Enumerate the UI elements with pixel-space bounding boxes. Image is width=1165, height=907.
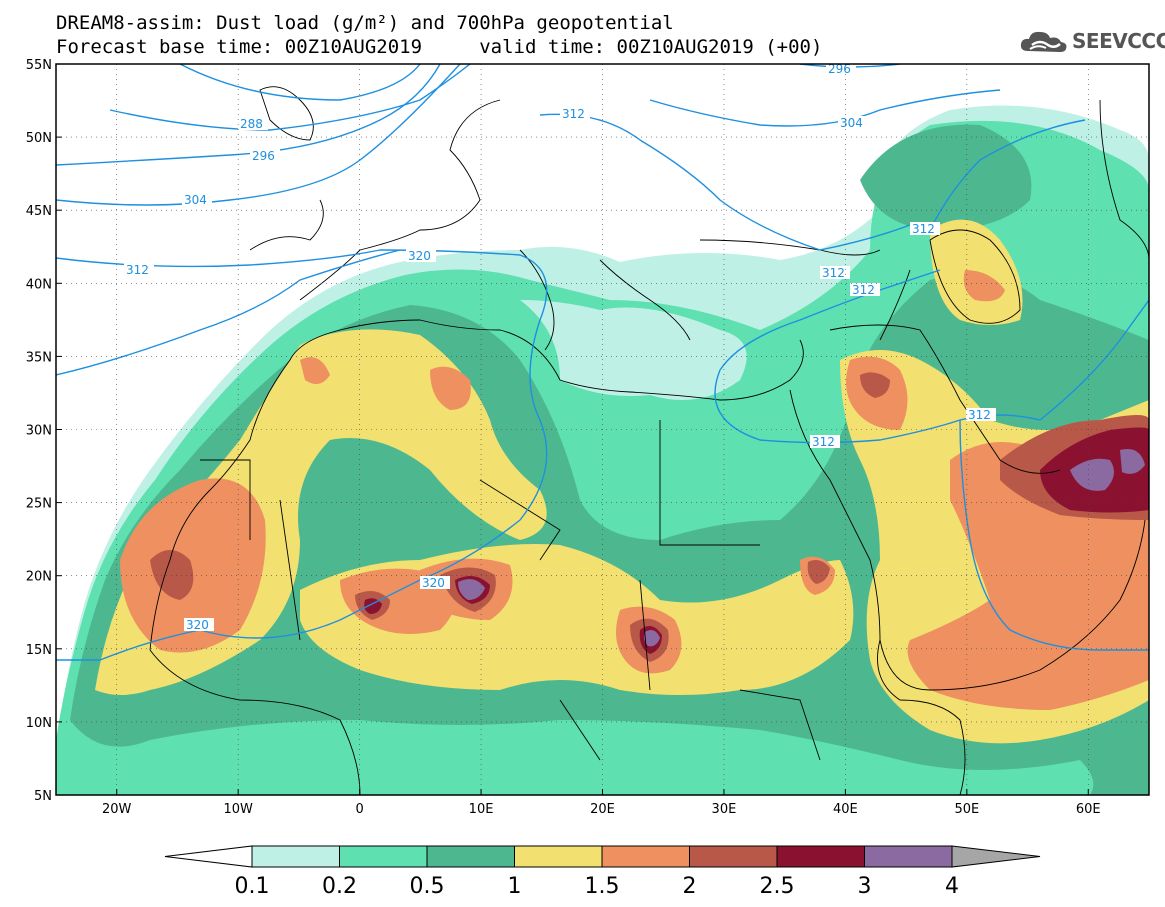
colorbar-arrow-high: [951, 845, 1041, 868]
colorbar-box: [864, 845, 953, 868]
map-subtitle: Forecast base time: 00Z10AUG2019 valid t…: [56, 36, 823, 58]
lat-tick-label: 45N: [26, 204, 52, 219]
colorbar-box: [776, 845, 865, 868]
lon-tick-label: 30E: [712, 802, 737, 817]
lon-tick-label: 20W: [102, 802, 132, 817]
cloud-logo-icon: [1020, 31, 1067, 52]
contour-label: 312: [852, 283, 875, 297]
contour-label: 312: [968, 408, 991, 422]
contour-label: 296: [828, 62, 851, 76]
colorbar-box: [689, 845, 778, 868]
lat-tick-label: 15N: [26, 643, 52, 658]
colorbar-label: 3: [858, 874, 872, 899]
lon-tick-label: 20E: [590, 802, 615, 817]
coastlines: [149, 86, 1149, 795]
contour-label: 320: [422, 576, 445, 590]
colorbar-box: [251, 845, 340, 868]
graticule: [56, 64, 1149, 795]
colorbar-arrow-low: [164, 845, 253, 868]
lat-tick-label: 30N: [26, 424, 52, 439]
contour-label: 288: [240, 117, 263, 131]
colorbar: [164, 845, 1041, 868]
contour-label: 320: [186, 618, 209, 632]
lon-tick-label: 0: [355, 802, 363, 817]
colorbar-labels: 0.1 0.2 0.5 1 1.5 2 2.5 3 4: [235, 874, 960, 899]
colorbar-label: 0.2: [322, 874, 357, 899]
seevccc-logo: SEEVCCC: [1018, 27, 1165, 57]
contour-label: 312: [562, 107, 585, 121]
contour-label: 312: [822, 266, 845, 280]
colorbar-label: 1.5: [585, 874, 620, 899]
colorbar-label: 1: [508, 874, 522, 899]
contour-label: 320: [408, 249, 431, 263]
colorbar-label: 2.5: [760, 874, 795, 899]
lon-tick-label: 40E: [833, 802, 858, 817]
lat-tick-label: 25N: [26, 497, 52, 512]
contour-label: 312: [912, 222, 935, 236]
colorbar-label: 2: [683, 874, 697, 899]
lon-tick-label: 10W: [223, 802, 253, 817]
contour-label: 312: [812, 435, 835, 449]
colorbar-label: 4: [945, 874, 959, 899]
lat-tick-label: 40N: [26, 277, 52, 292]
contour-labels: 296 288 296 304 312 320 312 304 312 312 …: [124, 62, 996, 632]
lon-tick-label: 10E: [469, 802, 494, 817]
lat-tick-label: 10N: [26, 716, 52, 731]
colorbar-label: 0.1: [235, 874, 270, 899]
colorbar-box: [514, 845, 603, 868]
lon-tick-label: 50E: [954, 802, 979, 817]
contour-label: 304: [184, 193, 207, 207]
lon-tick-label: 60E: [1076, 802, 1101, 817]
lat-tick-label: 20N: [26, 570, 52, 585]
lat-tick-label: 35N: [26, 350, 52, 365]
longitude-ticks: 20W 10W 0 10E 20E 30E 40E 50E 60E: [102, 789, 1101, 817]
contour-label: 312: [126, 263, 149, 277]
contour-label: 296: [252, 149, 275, 163]
geopotential-contours: [56, 64, 1149, 661]
colorbar-label: 0.5: [410, 874, 445, 899]
colorbar-box: [601, 845, 690, 868]
colorbar-box: [339, 845, 428, 868]
lat-tick-label: 55N: [26, 58, 52, 73]
colorbar-box: [426, 845, 515, 868]
lat-tick-label: 50N: [26, 131, 52, 146]
logo-text: SEEVCCC: [1072, 29, 1165, 53]
map-title: DREAM8-assim: Dust load (g/m²) and 700hP…: [56, 12, 674, 34]
lat-tick-label: 5N: [34, 789, 52, 804]
latitude-ticks: 55N 50N 45N 40N 35N 30N 25N 20N 15N 10N 5N: [26, 58, 62, 804]
contour-label: 304: [840, 116, 863, 130]
